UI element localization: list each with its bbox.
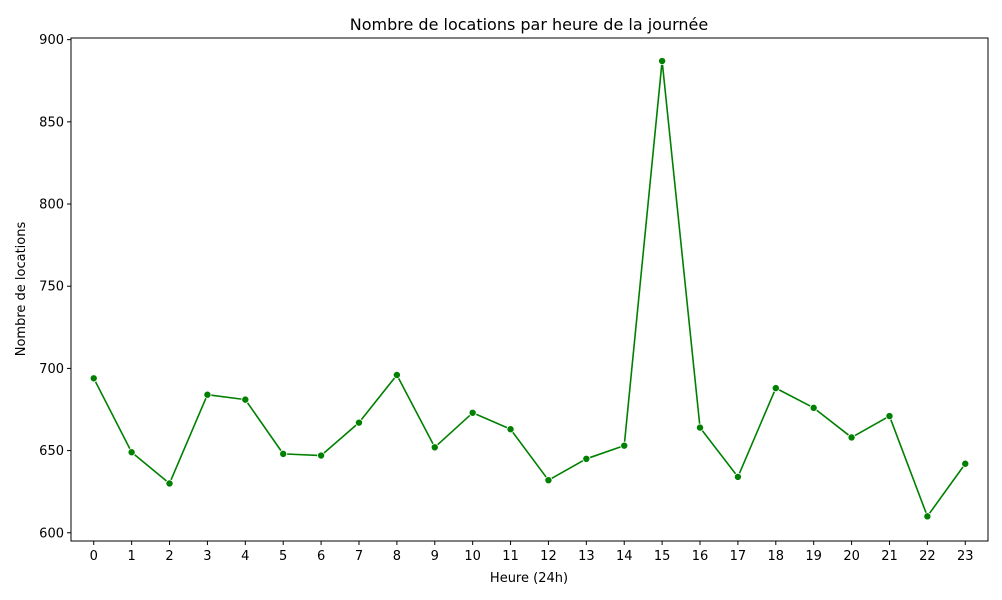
x-tick-label: 6 xyxy=(317,549,325,564)
data-point xyxy=(847,433,856,442)
x-tick-label: 9 xyxy=(431,549,439,564)
x-tick-label: 5 xyxy=(279,549,287,564)
x-tick-label: 12 xyxy=(540,549,557,564)
data-point xyxy=(279,449,288,458)
data-point xyxy=(544,476,553,485)
y-axis-label: Nombre de locations xyxy=(14,222,29,357)
data-point xyxy=(506,425,515,434)
data-point xyxy=(771,384,780,393)
data-point xyxy=(809,403,818,412)
x-axis-label: Heure (24h) xyxy=(490,571,568,586)
x-tick-label: 14 xyxy=(616,549,633,564)
x-tick-label: 11 xyxy=(502,549,519,564)
y-tick-label: 600 xyxy=(39,526,64,541)
data-point xyxy=(392,370,401,379)
x-tick-label: 22 xyxy=(919,549,936,564)
data-point xyxy=(923,512,932,521)
series-group xyxy=(89,57,970,521)
x-tick-label: 19 xyxy=(805,549,822,564)
x-tick-label: 7 xyxy=(355,549,363,564)
data-point xyxy=(582,454,591,463)
data-point xyxy=(620,441,629,450)
data-point xyxy=(430,443,439,452)
data-point xyxy=(317,451,326,460)
data-point xyxy=(658,57,667,66)
x-tick-label: 2 xyxy=(165,549,173,564)
series-line xyxy=(93,60,966,518)
y-tick-label: 800 xyxy=(39,198,64,213)
y-tick-label: 700 xyxy=(39,362,64,377)
data-point xyxy=(468,408,477,417)
y-tick-label: 850 xyxy=(39,115,64,130)
x-tick-label: 17 xyxy=(730,549,747,564)
x-tick-label: 8 xyxy=(393,549,401,564)
data-point xyxy=(696,423,705,432)
data-point xyxy=(885,412,894,421)
y-tick-label: 750 xyxy=(39,280,64,295)
chart-title: Nombre de locations par heure de la jour… xyxy=(350,15,708,34)
x-tick-label: 16 xyxy=(692,549,709,564)
x-axis: 0 1 2 3 4 5 6 7 8 9 10 11 12 13 14 15 16 17 18 19 20 21 22 23 xyxy=(90,541,974,564)
x-tick-label: 3 xyxy=(203,549,211,564)
data-point xyxy=(241,395,250,404)
data-point xyxy=(961,459,970,468)
data-point xyxy=(733,472,742,481)
data-point xyxy=(203,390,212,399)
x-tick-label: 20 xyxy=(843,549,860,564)
x-tick-label: 10 xyxy=(464,549,481,564)
x-tick-label: 0 xyxy=(90,549,98,564)
x-tick-label: 23 xyxy=(957,549,974,564)
data-point xyxy=(354,418,363,427)
plot-frame xyxy=(70,37,989,542)
data-point xyxy=(165,479,174,488)
y-axis: 600 650 700 750 800 850 900 xyxy=(39,33,71,541)
x-tick-label: 15 xyxy=(654,549,671,564)
data-point xyxy=(89,374,98,383)
data-point xyxy=(127,448,136,457)
y-tick-label: 900 xyxy=(39,33,64,48)
x-tick-label: 4 xyxy=(241,549,249,564)
x-tick-label: 21 xyxy=(881,549,898,564)
x-tick-label: 13 xyxy=(578,549,595,564)
x-tick-label: 18 xyxy=(768,549,785,564)
y-tick-label: 650 xyxy=(39,444,64,459)
x-tick-label: 1 xyxy=(127,549,135,564)
